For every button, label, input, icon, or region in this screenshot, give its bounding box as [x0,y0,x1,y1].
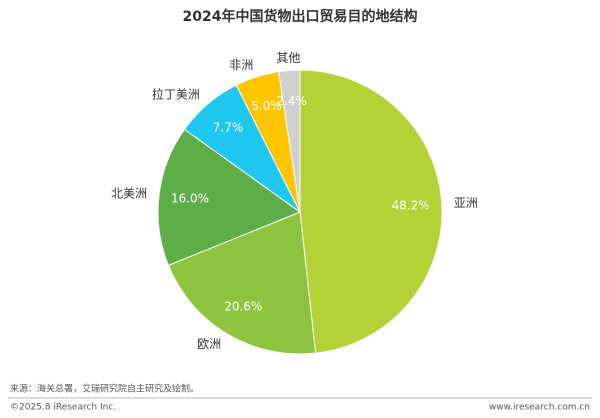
category-label: 拉丁美洲 [152,86,200,101]
pie-slice [299,69,443,354]
category-label: 非洲 [229,58,253,72]
value-label: 20.6% [224,300,262,314]
pie-slice [157,128,302,267]
copyright: ©2025.8 iResearch Inc. [10,403,116,413]
pie-slice [167,211,317,355]
value-label: 16.0% [171,191,209,205]
value-label: 2.4% [276,94,307,108]
chart-title: 2024年中国货物出口贸易目的地结构 [183,8,418,25]
category-label: 其他 [276,51,300,65]
source-note: 来源：海关总署，艾瑞研究院自主研究及绘制。 [10,383,199,395]
value-label: 7.7% [213,120,244,134]
category-label: 北美洲 [111,186,147,200]
value-label: 48.2% [392,198,430,212]
category-label: 欧洲 [197,337,221,351]
website: www.iresearch.com.cn [489,403,590,413]
category-label: 亚洲 [454,196,478,210]
value-label: 5.0% [251,99,282,113]
pie-slice [278,69,301,213]
